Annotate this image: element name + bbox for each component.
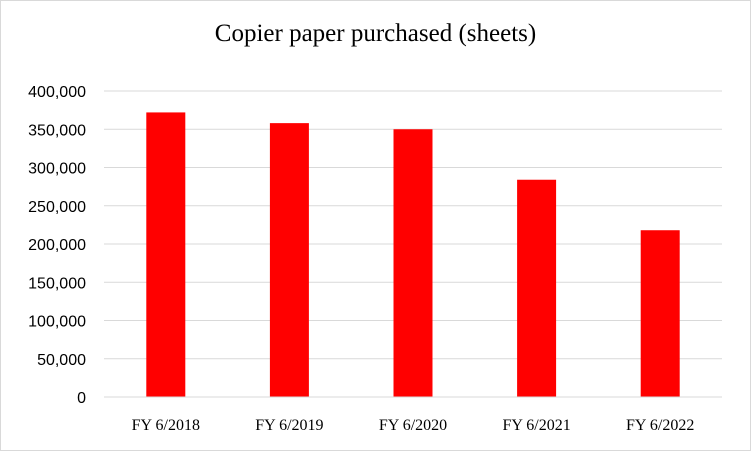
y-tick-label: 100,000 xyxy=(28,314,86,331)
bar xyxy=(146,112,186,398)
chart-title: Copier paper purchased (sheets) xyxy=(214,20,537,47)
bar xyxy=(640,230,680,397)
y-tick-label: 0 xyxy=(77,390,86,407)
bar xyxy=(393,129,433,397)
y-tick-label: 250,000 xyxy=(28,199,86,216)
y-tick-label: 200,000 xyxy=(28,237,86,254)
x-tick-label: FY 6/2019 xyxy=(255,417,323,434)
y-tick-label: 50,000 xyxy=(37,352,86,369)
x-tick-label: FY 6/2022 xyxy=(626,417,694,434)
y-tick-label: 150,000 xyxy=(28,275,86,292)
x-tick-label: FY 6/2020 xyxy=(379,417,447,434)
x-tick-label: FY 6/2021 xyxy=(502,417,570,434)
y-tick-label: 400,000 xyxy=(28,84,86,101)
bars xyxy=(146,112,680,398)
bar xyxy=(517,179,557,397)
y-axis-tick-labels: 0 50,000 100,000 150,000 200,000 250,000 300,0… xyxy=(28,84,86,407)
x-tick-label: FY 6/2018 xyxy=(132,417,200,434)
y-tick-label: 300,000 xyxy=(28,161,86,178)
x-axis-tick-labels: FY 6/2018 FY 6/2019 FY 6/2020 FY 6/2021 FY 6… xyxy=(132,417,695,434)
y-tick-label: 350,000 xyxy=(28,122,86,139)
bar xyxy=(269,123,309,397)
